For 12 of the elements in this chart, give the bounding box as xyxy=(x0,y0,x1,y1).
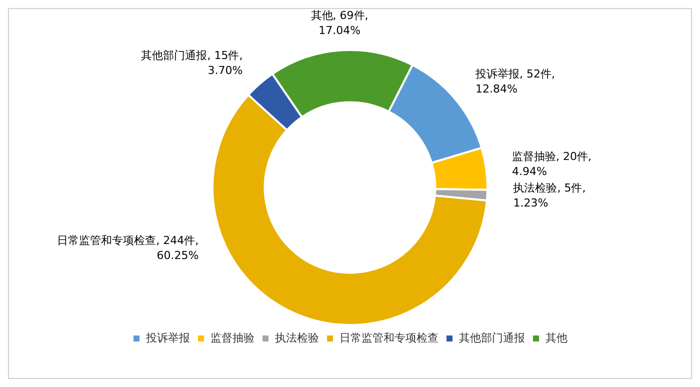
data-label: 投诉举报, 52件, 12.84% xyxy=(474,68,555,96)
legend-label: 投诉举报 xyxy=(145,331,190,344)
data-label: 其他, 69件, 17.04% xyxy=(310,9,368,38)
legend-label: 日常监管和专项检查 xyxy=(340,331,438,344)
data-label: 其他部门通报, 15件, 3.70% xyxy=(141,48,243,77)
legend-label: 其他部门通报 xyxy=(459,331,525,344)
legend-label: 其他 xyxy=(546,331,568,344)
legend-label: 监督抽验 xyxy=(210,331,254,344)
data-label: 日常监管和专项检查, 244件, 60.25% xyxy=(57,234,199,262)
legend-label: 执法检验 xyxy=(275,331,319,344)
data-label: 执法检验, 5件, 1.23% xyxy=(513,182,586,210)
data-label: 监督抽验, 20件, 4.94% xyxy=(512,150,592,178)
